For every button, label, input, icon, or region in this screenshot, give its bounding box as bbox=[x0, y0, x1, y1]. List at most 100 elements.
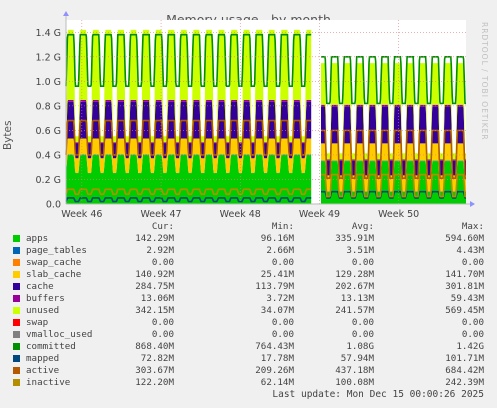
x-tick-label: Week 46 bbox=[61, 209, 102, 220]
legend-max: 569.45M bbox=[445, 305, 484, 316]
legend-max: 0.00 bbox=[461, 329, 484, 340]
legend-swatch bbox=[13, 283, 20, 290]
y-tick-label: 0.0 bbox=[46, 200, 61, 211]
legend-label: mapped bbox=[26, 353, 60, 364]
legend-cur: 122.20M bbox=[135, 377, 174, 388]
legend-min: 62.14M bbox=[260, 377, 294, 388]
y-tick-label: 0.4 G bbox=[36, 150, 62, 161]
legend-cur: 284.75M bbox=[135, 281, 174, 292]
legend-swatch bbox=[13, 343, 20, 350]
legend-cur: 303.67M bbox=[135, 365, 174, 376]
legend-label: inactive bbox=[26, 377, 71, 388]
legend-label: slab_cache bbox=[26, 269, 82, 280]
legend-min: 0.00 bbox=[271, 257, 294, 268]
x-axis-arrow bbox=[470, 201, 475, 207]
legend-max: 59.43M bbox=[450, 293, 484, 304]
legend-min: 3.72M bbox=[266, 293, 294, 304]
legend-cur: 142.29M bbox=[135, 233, 174, 244]
legend-swatch bbox=[13, 247, 20, 254]
area-cache bbox=[66, 101, 312, 159]
legend-row: mapped 72.82M 17.78M 57.94M 101.71M bbox=[0, 353, 497, 365]
legend-header: Cur: Min: Avg: Max: bbox=[0, 221, 497, 233]
y-tick-label: 0.6 G bbox=[36, 126, 62, 137]
x-tick-label: Week 49 bbox=[299, 209, 340, 220]
legend-min: 764.43M bbox=[255, 341, 294, 352]
legend-label: committed bbox=[26, 341, 76, 352]
legend-max: 141.70M bbox=[445, 269, 484, 280]
legend-label: buffers bbox=[26, 293, 65, 304]
legend-label: swap_cache bbox=[26, 257, 82, 268]
x-tick-label: Week 47 bbox=[140, 209, 181, 220]
x-tick-label: Week 50 bbox=[378, 209, 419, 220]
legend-min: 34.07M bbox=[260, 305, 294, 316]
legend-row: cache 284.75M 113.79M 202.67M 301.81M bbox=[0, 281, 497, 293]
legend-cur: 868.40M bbox=[135, 341, 174, 352]
legend-min: 96.16M bbox=[260, 233, 294, 244]
legend-swatch bbox=[13, 331, 20, 338]
legend-row: committed 868.40M 764.43M 1.08G 1.42G bbox=[0, 341, 497, 353]
area-slab_cache bbox=[66, 138, 312, 173]
legend-cur: 0.00 bbox=[151, 329, 174, 340]
legend-avg: 1.08G bbox=[346, 341, 374, 352]
legend-cur: 2.92M bbox=[146, 245, 174, 256]
legend-header-max: Max: bbox=[461, 221, 484, 232]
legend-avg: 241.57M bbox=[335, 305, 374, 316]
legend-max: 0.00 bbox=[461, 317, 484, 328]
y-tick-label: 1.2 G bbox=[36, 52, 62, 63]
legend-max: 301.81M bbox=[445, 281, 484, 292]
legend-avg: 57.94M bbox=[340, 353, 374, 364]
line-inactive bbox=[65, 188, 312, 195]
legend-label: swap bbox=[26, 317, 49, 328]
legend-swatch bbox=[13, 271, 20, 278]
legend-row: swap 0.00 0.00 0.00 0.00 bbox=[0, 317, 497, 329]
legend-min: 0.00 bbox=[271, 329, 294, 340]
legend-avg: 437.18M bbox=[335, 365, 374, 376]
legend-avg: 202.67M bbox=[335, 281, 374, 292]
memory-chart: 0.0 0.2 G 0.4 G 0.6 G 0.8 G 1.0 G 1.2 G 1.4 G We… bbox=[36, 11, 475, 220]
legend-max: 0.00 bbox=[461, 257, 484, 268]
legend-cur: 13.06M bbox=[140, 293, 174, 304]
legend-min: 2.66M bbox=[266, 245, 294, 256]
legend-swatch bbox=[13, 307, 20, 314]
legend-label: vmalloc_used bbox=[26, 329, 93, 340]
legend-row: slab_cache 140.92M 25.41M 129.28M 141.70M bbox=[0, 269, 497, 281]
y-tick-label: 0.8 G bbox=[36, 101, 62, 112]
legend-row: inactive 122.20M 62.14M 100.08M 242.39M bbox=[0, 377, 497, 389]
legend-label: page_tables bbox=[26, 245, 87, 256]
legend-row: buffers 13.06M 3.72M 13.13M 59.43M bbox=[0, 293, 497, 305]
legend-min: 0.00 bbox=[271, 317, 294, 328]
legend-row: page_tables 2.92M 2.66M 3.51M 4.43M bbox=[0, 245, 497, 257]
x-tick-label: Week 48 bbox=[220, 209, 261, 220]
legend-cur: 72.82M bbox=[140, 353, 174, 364]
line-inactive bbox=[321, 173, 466, 198]
legend-min: 209.26M bbox=[255, 365, 294, 376]
legend-row: apps 142.29M 96.16M 335.91M 594.60M bbox=[0, 233, 497, 245]
legend-avg: 0.00 bbox=[351, 257, 374, 268]
legend-swatch bbox=[13, 259, 20, 266]
legend-swatch bbox=[13, 235, 20, 242]
legend-avg: 129.28M bbox=[335, 269, 374, 280]
legend-max: 242.39M bbox=[445, 377, 484, 388]
legend-max: 4.43M bbox=[456, 245, 484, 256]
legend-header-cur: Cur: bbox=[151, 221, 174, 232]
legend-header-min: Min: bbox=[271, 221, 294, 232]
legend-cur: 0.00 bbox=[151, 257, 174, 268]
y-axis-arrow bbox=[63, 11, 69, 16]
line-committed bbox=[65, 33, 312, 87]
legend-max: 1.42G bbox=[456, 341, 484, 352]
legend-label: cache bbox=[26, 281, 54, 292]
legend-swatch bbox=[13, 319, 20, 326]
legend-min: 113.79M bbox=[255, 281, 294, 292]
legend-avg: 3.51M bbox=[346, 245, 374, 256]
legend-cur: 140.92M bbox=[135, 269, 174, 280]
area-unused bbox=[321, 63, 466, 160]
legend-cur: 0.00 bbox=[151, 317, 174, 328]
legend-avg: 0.00 bbox=[351, 317, 374, 328]
legend-swatch bbox=[13, 355, 20, 362]
line-mapped bbox=[65, 197, 312, 203]
legend-swatch bbox=[13, 379, 20, 386]
legend-row: swap_cache 0.00 0.00 0.00 0.00 bbox=[0, 257, 497, 269]
legend: Cur: Min: Avg: Max: apps 142.29M 96.16M 335… bbox=[0, 221, 497, 389]
legend-avg: 100.08M bbox=[335, 377, 374, 388]
legend-avg: 13.13M bbox=[340, 293, 374, 304]
